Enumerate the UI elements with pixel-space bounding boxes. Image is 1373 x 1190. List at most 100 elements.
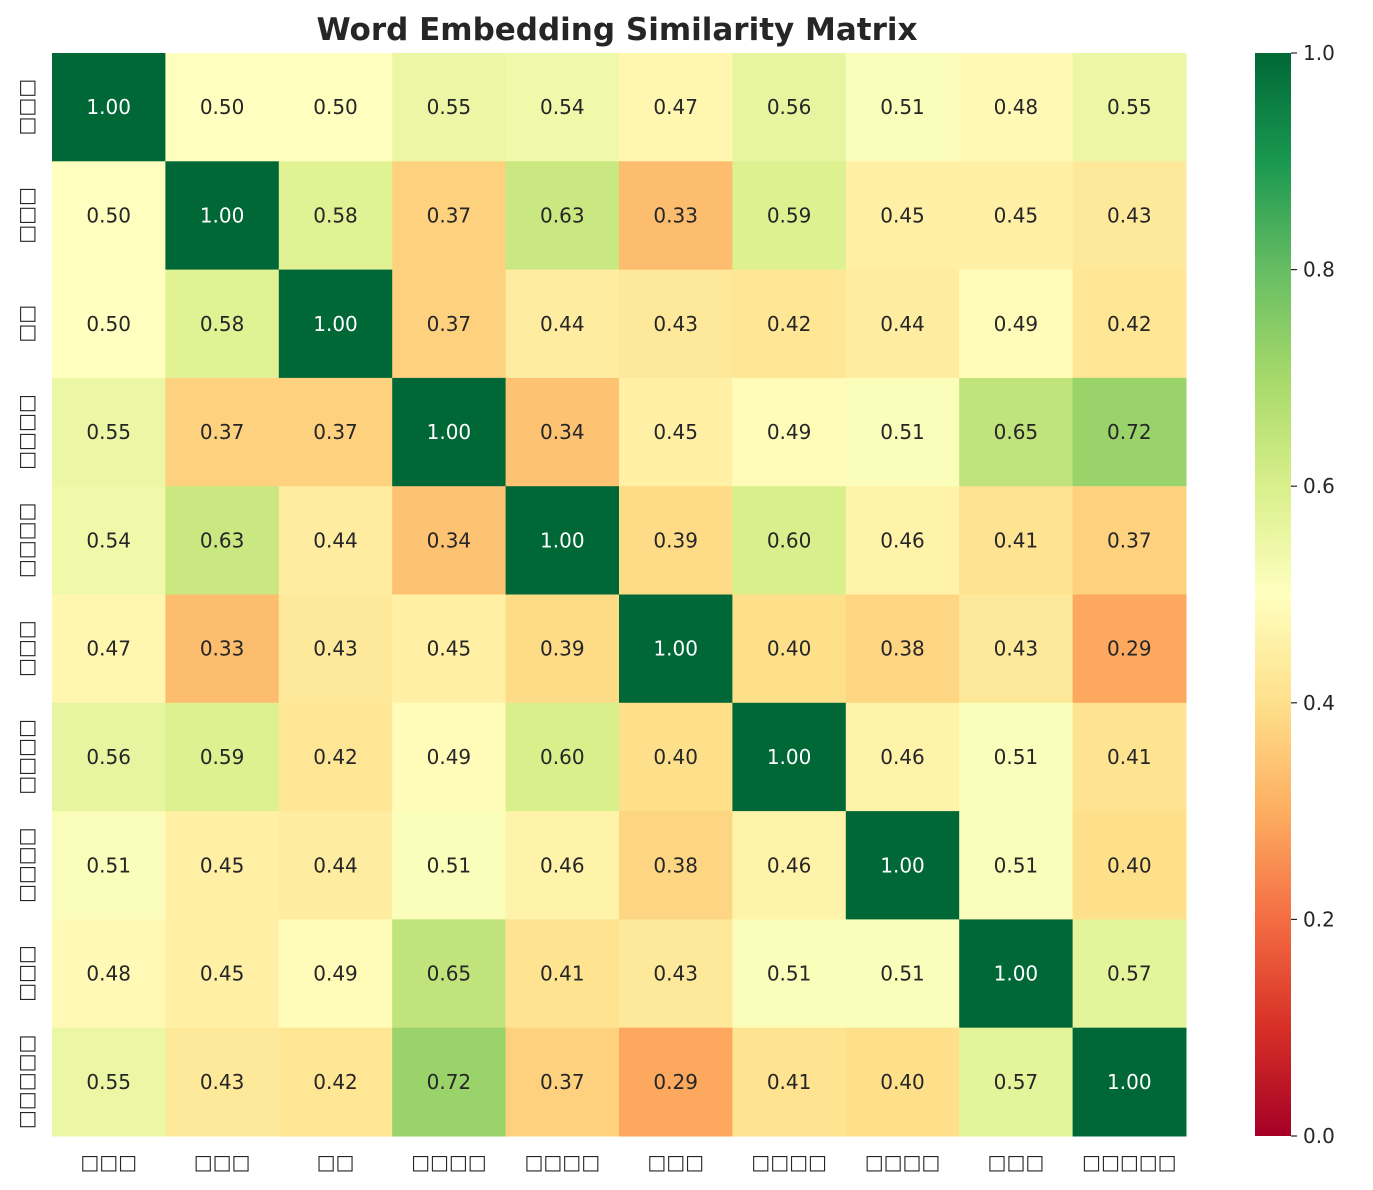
heatmap-cell (392, 811, 507, 920)
heatmap-cell (505, 594, 620, 704)
cell-value-label: 0.42 (313, 745, 358, 769)
x-tick-label: □□□□□ (1082, 1150, 1176, 1174)
cell-value-label: 0.48 (86, 962, 131, 986)
heatmap-cell (165, 377, 280, 487)
cell-value-label: 0.41 (994, 528, 1039, 552)
cell-value-label: 0.60 (767, 528, 812, 552)
cell-value-label: 0.37 (427, 312, 472, 336)
y-tick-label: □□□ (14, 187, 38, 244)
cell-value-label: 0.63 (200, 528, 245, 552)
x-tick-label: □□□ (194, 1150, 251, 1174)
heatmap-cell (732, 919, 847, 1029)
heatmap-cell (505, 269, 620, 379)
cell-value-label: 0.51 (880, 95, 925, 119)
y-tick-label: □□□ (14, 79, 38, 136)
cell-value-label: 0.45 (427, 637, 472, 661)
heatmap-cell (392, 594, 507, 704)
heatmap-cell (845, 1027, 960, 1137)
heatmap-cell (619, 702, 733, 812)
cell-value-label: 0.54 (86, 528, 131, 552)
cell-value-label: 0.46 (767, 853, 812, 877)
heatmap-cell (959, 161, 1074, 271)
x-tick-label: □□□ (988, 1150, 1045, 1174)
heatmap-cell (165, 594, 280, 704)
heatmap-cell (959, 594, 1074, 704)
heatmap-cell (392, 919, 507, 1029)
cell-value-label: 0.50 (86, 203, 131, 227)
cell-value-label: 0.48 (994, 95, 1039, 119)
cell-value-label: 0.54 (540, 95, 585, 119)
cell-value-label: 0.42 (767, 312, 812, 336)
heatmap-cell (732, 269, 847, 379)
cell-value-label: 1.00 (427, 420, 472, 444)
cell-value-label: 0.44 (313, 528, 358, 552)
cell-value-label: 0.59 (767, 203, 812, 227)
heatmap-cell (1072, 1027, 1187, 1137)
heatmap-cell (165, 919, 280, 1029)
colorbar-tick-label: 0.6 (1303, 474, 1335, 498)
heatmap-cell (1072, 161, 1187, 271)
cell-value-label: 0.58 (200, 312, 245, 336)
heatmap-cell (278, 811, 393, 920)
heatmap-cell (165, 53, 280, 162)
heatmap-cell (505, 161, 620, 271)
cell-value-label: 1.00 (880, 853, 925, 877)
heatmap-cell (619, 269, 733, 379)
cell-value-label: 0.33 (200, 637, 245, 661)
y-axis-labels: □□□□□□□□□□□□□□□□□□□□□□□□□□□□□□□□□□□ (14, 79, 38, 1129)
heatmap-cell (505, 919, 620, 1029)
x-tick-label: □□□□ (525, 1150, 601, 1174)
cell-value-label: 0.65 (994, 420, 1039, 444)
heatmap-cell (165, 161, 280, 271)
cell-value-label: 0.56 (86, 745, 131, 769)
cell-value-label: 0.72 (427, 1070, 472, 1094)
heatmap-cell (732, 702, 847, 812)
cell-value-label: 0.51 (994, 853, 1039, 877)
heatmap-cell (845, 161, 960, 271)
cell-value-label: 0.37 (1107, 528, 1152, 552)
heatmap-cell (392, 702, 507, 812)
heatmap-cell (1072, 702, 1187, 812)
cell-value-label: 0.37 (313, 420, 358, 444)
heatmap-cell (619, 919, 733, 1029)
cell-value-label: 0.46 (880, 745, 925, 769)
cell-value-label: 0.41 (1107, 745, 1152, 769)
cell-value-label: 0.51 (86, 853, 131, 877)
cell-value-label: 0.46 (880, 528, 925, 552)
heatmap-cell (505, 53, 620, 162)
cell-value-label: 0.34 (540, 420, 585, 444)
cell-value-label: 0.51 (994, 745, 1039, 769)
heatmap-cell (52, 486, 166, 595)
cell-value-label: 1.00 (1107, 1070, 1152, 1094)
heatmap-cell (278, 269, 393, 379)
cell-value-label: 0.45 (880, 203, 925, 227)
heatmap-cell (845, 811, 960, 920)
heatmap-cell (845, 919, 960, 1029)
heatmap-cell (845, 53, 960, 162)
cell-value-label: 0.60 (540, 745, 585, 769)
heatmap-cell (732, 377, 847, 487)
heatmap-cell (278, 53, 393, 162)
heatmap-cell (619, 53, 733, 162)
cell-value-label: 0.51 (880, 962, 925, 986)
x-tick-label: □□□ (80, 1150, 137, 1174)
x-tick-label: □□□□ (411, 1150, 487, 1174)
heatmap-cell (959, 53, 1074, 162)
cell-value-label: 1.00 (200, 203, 245, 227)
x-tick-label: □□ (317, 1150, 355, 1174)
heatmap-cell (959, 702, 1074, 812)
heatmap-cell (165, 269, 280, 379)
cell-value-label: 0.72 (1107, 420, 1152, 444)
heatmap-cell (619, 161, 733, 271)
heatmap-cell (505, 702, 620, 812)
heatmap-cell (505, 377, 620, 487)
cell-value-label: 1.00 (313, 312, 358, 336)
heatmap-cell (845, 594, 960, 704)
cell-value-label: 0.45 (653, 420, 698, 444)
y-tick-label: □□ (14, 305, 38, 343)
heatmap-cell (52, 919, 166, 1029)
cell-value-label: 0.58 (313, 203, 358, 227)
cell-value-label: 0.55 (86, 420, 131, 444)
cell-value-label: 0.47 (653, 95, 698, 119)
heatmap-cell (52, 53, 166, 162)
